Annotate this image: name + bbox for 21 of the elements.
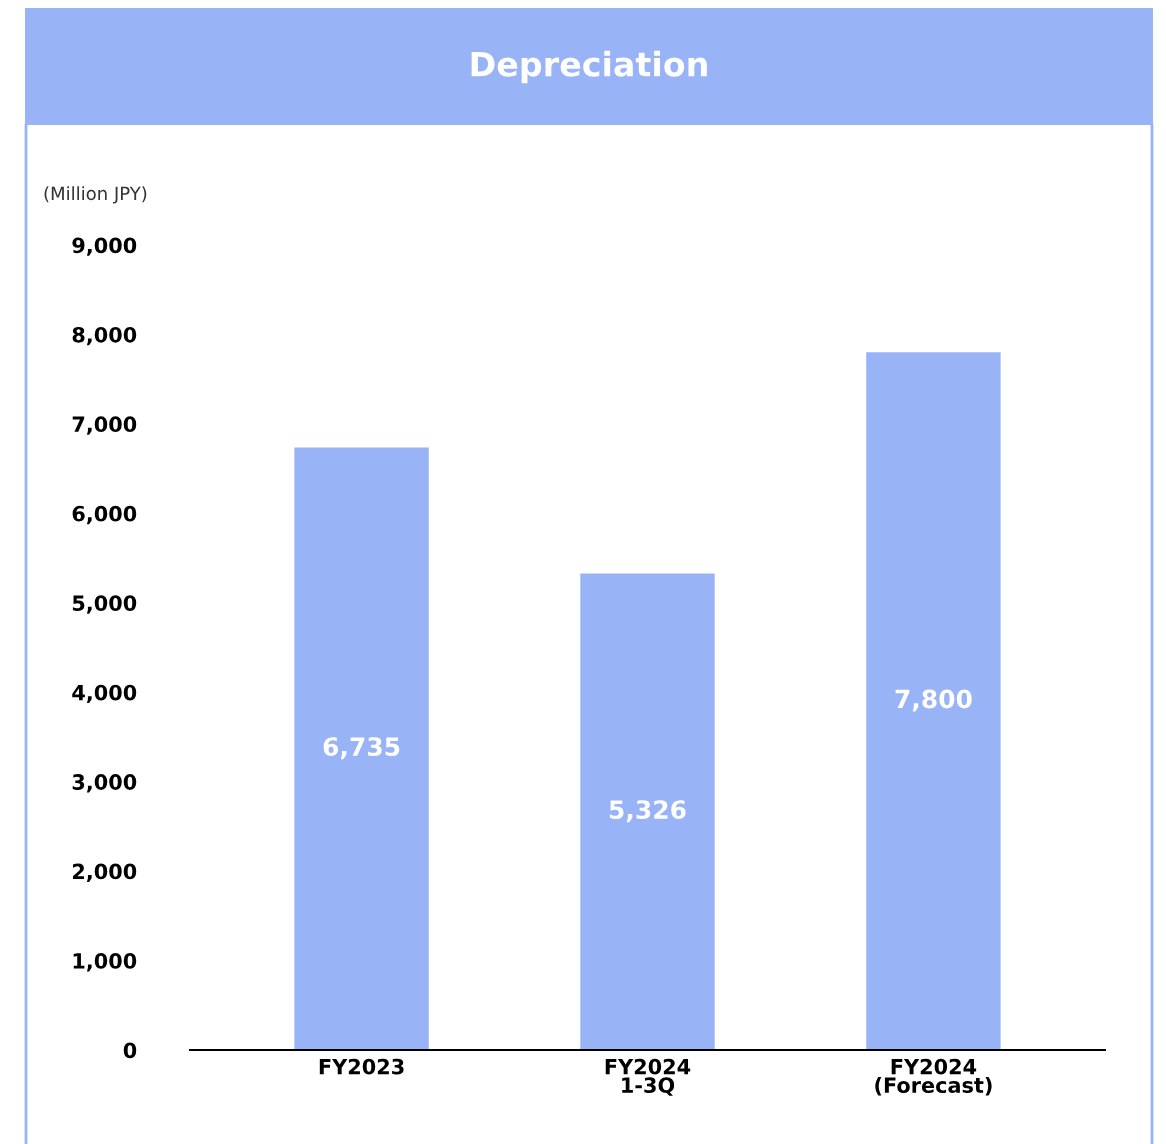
bar <box>294 447 429 1050</box>
data-label: 7,800 <box>895 689 972 712</box>
y-tick-label: 7,000 <box>72 416 137 435</box>
chart-title: Depreciation <box>471 50 707 84</box>
y-tick-label: 9,000 <box>72 237 137 256</box>
y-tick-label: 0 <box>123 1042 137 1059</box>
y-tick-label: 6,000 <box>72 505 137 525</box>
bar <box>580 573 715 1050</box>
y-tick-label: 2,000 <box>72 863 137 882</box>
data-label: 6,735 <box>323 737 400 760</box>
y-tick-label: 3,000 <box>72 774 137 793</box>
bar <box>866 352 1001 1050</box>
data-label: 5,326 <box>609 800 686 823</box>
x-tick-label: FY2024 (Forecast) <box>875 1058 992 1096</box>
x-tick-label: FY2024 1-3Q <box>605 1058 691 1096</box>
y-tick-label: 1,000 <box>73 953 137 972</box>
y-tick-label: 8,000 <box>72 326 137 346</box>
y-tick-label: 4,000 <box>72 684 137 704</box>
y-axis-title: (Million JPY) <box>44 186 147 204</box>
x-tick-label: FY2023 <box>319 1058 404 1075</box>
y-tick-label: 5,000 <box>72 595 137 614</box>
